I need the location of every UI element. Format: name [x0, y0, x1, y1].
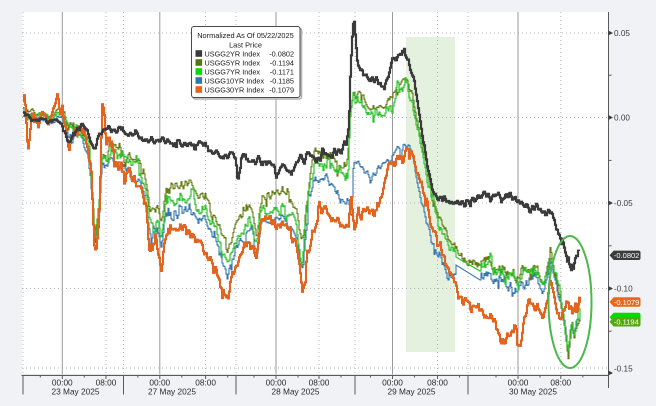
svg-text:-0.1194: -0.1194 [614, 318, 639, 327]
svg-text:-0.1079: -0.1079 [614, 298, 639, 307]
svg-text:0.00: 0.00 [614, 114, 630, 123]
svg-text:USGG5YR Index: USGG5YR Index [205, 58, 261, 67]
svg-text:27 May 2025: 27 May 2025 [148, 387, 196, 397]
svg-text:0.05: 0.05 [614, 29, 630, 38]
svg-text:-0.15: -0.15 [614, 365, 633, 374]
svg-text:08:00: 08:00 [550, 378, 571, 388]
svg-text:08:00: 08:00 [309, 378, 330, 388]
svg-text:Last Price: Last Price [229, 41, 262, 50]
svg-text:USGG2YR Index: USGG2YR Index [205, 49, 261, 58]
svg-text:00:00: 00:00 [266, 378, 287, 388]
svg-text:-0.1194: -0.1194 [270, 58, 294, 67]
svg-text:-0.0802: -0.0802 [269, 49, 294, 58]
svg-text:USGG7YR Index: USGG7YR Index [205, 67, 261, 76]
svg-text:00:00: 00:00 [52, 378, 73, 388]
svg-text:-0.1185: -0.1185 [270, 76, 294, 85]
svg-text:08:00: 08:00 [427, 378, 448, 388]
svg-text:-0.05: -0.05 [614, 199, 633, 208]
svg-text:-0.1079: -0.1079 [269, 85, 294, 94]
svg-text:-0.10: -0.10 [614, 285, 633, 294]
svg-text:23 May 2025: 23 May 2025 [52, 387, 100, 397]
svg-text:08:00: 08:00 [96, 378, 117, 388]
svg-text:USGG10YR Index: USGG10YR Index [205, 76, 265, 85]
svg-text:-0.0802: -0.0802 [614, 251, 639, 260]
svg-text:00:00: 00:00 [382, 378, 403, 388]
svg-text:USGG30YR Index: USGG30YR Index [205, 85, 265, 94]
svg-text:08:00: 08:00 [195, 378, 216, 388]
svg-text:00:00: 00:00 [149, 378, 170, 388]
svg-text:29 May 2025: 29 May 2025 [388, 387, 436, 397]
svg-text:Normalized As Of 05/22/2025: Normalized As Of 05/22/2025 [197, 31, 294, 40]
svg-text:28 May 2025: 28 May 2025 [272, 387, 320, 397]
svg-text:30 May 2025: 30 May 2025 [509, 387, 557, 397]
svg-text:00:00: 00:00 [508, 378, 529, 388]
svg-text:-0.1171: -0.1171 [270, 67, 294, 76]
